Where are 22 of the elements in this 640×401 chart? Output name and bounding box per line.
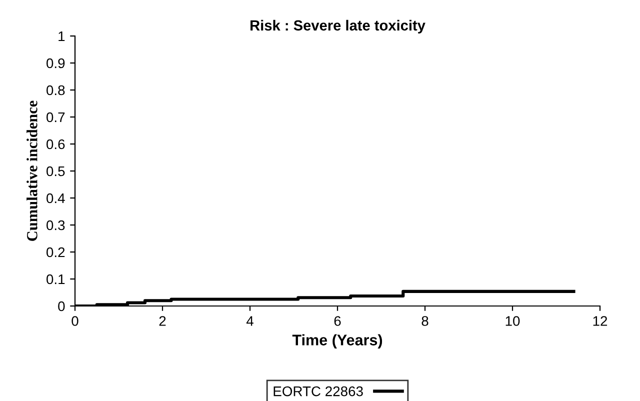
y-tick-label: 0.9 bbox=[46, 58, 65, 68]
y-tick-label: 0 bbox=[58, 301, 65, 312]
y-tick-label: 0.1 bbox=[46, 274, 65, 284]
legend-label: EORTC 22863 bbox=[274, 386, 363, 396]
x-axis-title: Time (Years) bbox=[292, 334, 382, 348]
x-tick-label: 4 bbox=[246, 316, 254, 326]
x-tick-label: 10 bbox=[506, 316, 520, 326]
y-tick-label: 0.3 bbox=[46, 220, 65, 230]
y-axis-title: Cumulative incidence bbox=[26, 100, 38, 241]
x-tick-label: 0 bbox=[72, 316, 78, 326]
y-tick-label: 0.7 bbox=[46, 112, 65, 122]
y-tick-label: 0.6 bbox=[46, 139, 65, 150]
x-tick-label: 8 bbox=[422, 316, 428, 326]
y-tick-label: 0.4 bbox=[46, 193, 65, 204]
y-tick-label: 0.8 bbox=[46, 85, 65, 96]
y-tick-label: 0.5 bbox=[46, 166, 65, 176]
x-tick-label: 2 bbox=[159, 316, 166, 326]
y-tick-label: 1 bbox=[58, 31, 65, 42]
y-tick-label: 0.2 bbox=[46, 247, 65, 258]
x-tick-label: 12 bbox=[593, 316, 608, 326]
x-tick-label: 6 bbox=[334, 316, 341, 326]
chart-title: Risk : Severe late toxicity bbox=[250, 20, 426, 34]
